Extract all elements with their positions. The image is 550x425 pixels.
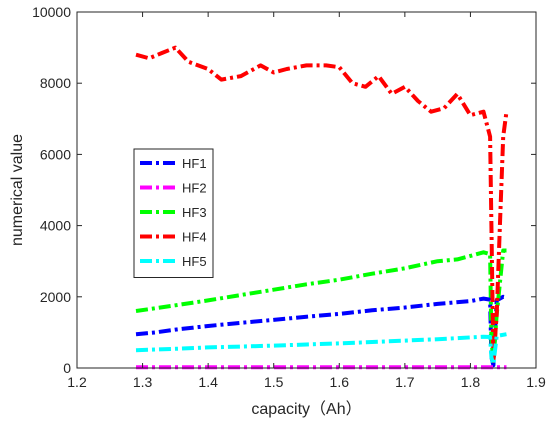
series-line-hf1	[135, 294, 507, 368]
x-tick-label: 1.8	[461, 374, 481, 390]
legend-label-hf2: HF2	[182, 181, 207, 196]
plot-border	[76, 11, 537, 369]
y-tick-label: 10000	[32, 4, 71, 20]
series-layer	[135, 45, 509, 370]
x-tick-label: 1.5	[264, 374, 284, 390]
legend-label-hf3: HF3	[182, 205, 207, 220]
x-tick-label: 1.3	[133, 374, 153, 390]
x-tick-label: 1.9	[526, 374, 546, 390]
y-tick-label: 4000	[40, 218, 71, 234]
x-tick-label: 1.4	[198, 374, 218, 390]
y-tick-label: 8000	[40, 75, 71, 91]
y-tick-label: 2000	[40, 289, 71, 305]
x-tick-label: 1.7	[395, 374, 415, 390]
x-tick-label: 1.2	[67, 374, 87, 390]
x-tick-label: 1.6	[330, 374, 350, 390]
y-tick-label: 0	[63, 360, 71, 376]
legend-label-hf4: HF4	[182, 230, 207, 245]
x-axis-title: capacity（Ah）	[251, 400, 361, 418]
y-axis-title: numerical value	[9, 134, 26, 246]
y-tick-label: 6000	[40, 146, 71, 162]
legend-label-hf5: HF5	[182, 254, 207, 269]
legend-label-hf1: HF1	[182, 156, 207, 171]
y-axis: 0 2000 4000 6000 8000 10000	[32, 4, 536, 376]
series-line-hf5	[135, 332, 507, 367]
legend: HF1 HF2 HF3 HF4 HF5	[133, 148, 214, 278]
x-axis: 1.2 1.3 1.4 1.5 1.6 1.7 1.8 1.9	[67, 12, 546, 390]
series-line-hf4	[135, 45, 509, 363]
